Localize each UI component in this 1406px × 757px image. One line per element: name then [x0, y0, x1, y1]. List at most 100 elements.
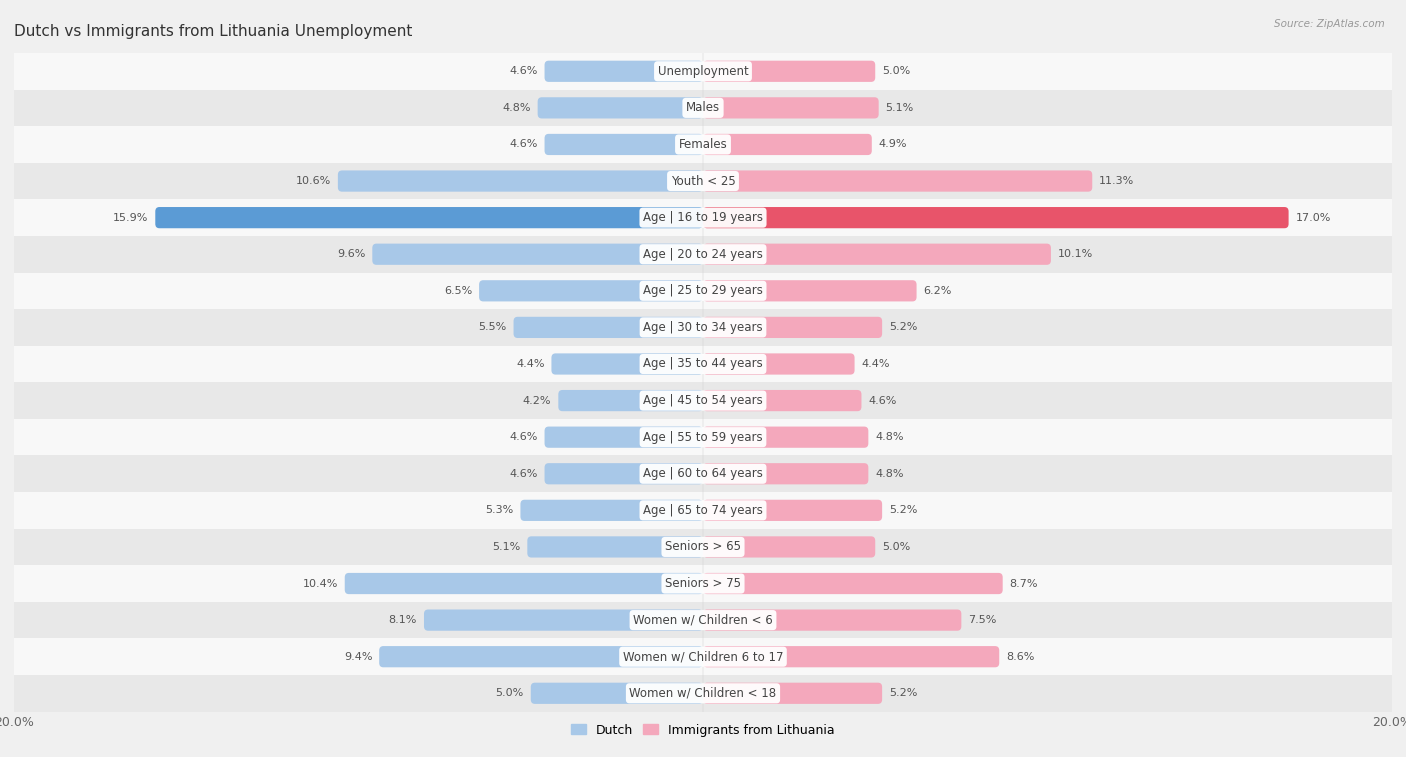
- Text: 8.6%: 8.6%: [1007, 652, 1035, 662]
- FancyBboxPatch shape: [337, 170, 703, 192]
- FancyBboxPatch shape: [155, 207, 703, 229]
- Text: 5.0%: 5.0%: [882, 542, 910, 552]
- FancyBboxPatch shape: [551, 354, 703, 375]
- FancyBboxPatch shape: [558, 390, 703, 411]
- FancyBboxPatch shape: [703, 316, 882, 338]
- Text: 4.8%: 4.8%: [875, 469, 904, 478]
- FancyBboxPatch shape: [703, 536, 875, 558]
- Text: 6.5%: 6.5%: [444, 286, 472, 296]
- FancyBboxPatch shape: [544, 134, 703, 155]
- Text: 11.3%: 11.3%: [1099, 176, 1135, 186]
- Text: 9.6%: 9.6%: [337, 249, 366, 259]
- Text: 4.8%: 4.8%: [502, 103, 531, 113]
- Bar: [14, 675, 1392, 712]
- FancyBboxPatch shape: [703, 609, 962, 631]
- Text: Youth < 25: Youth < 25: [671, 175, 735, 188]
- FancyBboxPatch shape: [373, 244, 703, 265]
- FancyBboxPatch shape: [380, 646, 703, 668]
- Text: Unemployment: Unemployment: [658, 65, 748, 78]
- Text: 5.1%: 5.1%: [492, 542, 520, 552]
- Text: 4.4%: 4.4%: [862, 359, 890, 369]
- Bar: [14, 528, 1392, 565]
- Bar: [14, 419, 1392, 456]
- FancyBboxPatch shape: [537, 97, 703, 119]
- Text: Age | 65 to 74 years: Age | 65 to 74 years: [643, 504, 763, 517]
- Bar: [14, 309, 1392, 346]
- Bar: [14, 199, 1392, 236]
- Bar: [14, 565, 1392, 602]
- Bar: [14, 382, 1392, 419]
- Text: Women w/ Children < 6: Women w/ Children < 6: [633, 614, 773, 627]
- Text: 4.4%: 4.4%: [516, 359, 544, 369]
- Text: 5.2%: 5.2%: [889, 322, 917, 332]
- Legend: Dutch, Immigrants from Lithuania: Dutch, Immigrants from Lithuania: [567, 718, 839, 742]
- FancyBboxPatch shape: [703, 170, 1092, 192]
- Text: Seniors > 75: Seniors > 75: [665, 577, 741, 590]
- Text: 4.6%: 4.6%: [509, 432, 537, 442]
- Text: 5.0%: 5.0%: [882, 67, 910, 76]
- Text: 8.7%: 8.7%: [1010, 578, 1038, 588]
- Bar: [14, 346, 1392, 382]
- Text: 4.6%: 4.6%: [509, 67, 537, 76]
- FancyBboxPatch shape: [527, 536, 703, 558]
- FancyBboxPatch shape: [703, 280, 917, 301]
- FancyBboxPatch shape: [703, 97, 879, 119]
- Text: 9.4%: 9.4%: [344, 652, 373, 662]
- Bar: [14, 163, 1392, 199]
- FancyBboxPatch shape: [703, 426, 869, 448]
- Text: 10.6%: 10.6%: [295, 176, 330, 186]
- Text: 5.5%: 5.5%: [478, 322, 506, 332]
- Text: 17.0%: 17.0%: [1295, 213, 1331, 223]
- Text: Age | 35 to 44 years: Age | 35 to 44 years: [643, 357, 763, 370]
- FancyBboxPatch shape: [703, 683, 882, 704]
- FancyBboxPatch shape: [513, 316, 703, 338]
- Text: 4.9%: 4.9%: [879, 139, 907, 149]
- FancyBboxPatch shape: [703, 646, 1000, 668]
- FancyBboxPatch shape: [544, 61, 703, 82]
- Text: 4.6%: 4.6%: [509, 139, 537, 149]
- FancyBboxPatch shape: [425, 609, 703, 631]
- Bar: [14, 492, 1392, 528]
- FancyBboxPatch shape: [703, 134, 872, 155]
- FancyBboxPatch shape: [703, 61, 875, 82]
- Text: Females: Females: [679, 138, 727, 151]
- FancyBboxPatch shape: [703, 207, 1289, 229]
- Text: Age | 30 to 34 years: Age | 30 to 34 years: [643, 321, 763, 334]
- Bar: [14, 236, 1392, 273]
- Text: 5.3%: 5.3%: [485, 506, 513, 516]
- FancyBboxPatch shape: [544, 426, 703, 448]
- Bar: [14, 126, 1392, 163]
- FancyBboxPatch shape: [479, 280, 703, 301]
- FancyBboxPatch shape: [531, 683, 703, 704]
- Bar: [14, 456, 1392, 492]
- Text: Age | 25 to 29 years: Age | 25 to 29 years: [643, 285, 763, 298]
- Text: Age | 16 to 19 years: Age | 16 to 19 years: [643, 211, 763, 224]
- FancyBboxPatch shape: [703, 500, 882, 521]
- FancyBboxPatch shape: [703, 244, 1050, 265]
- Text: 4.8%: 4.8%: [875, 432, 904, 442]
- Text: Males: Males: [686, 101, 720, 114]
- Text: 4.6%: 4.6%: [509, 469, 537, 478]
- FancyBboxPatch shape: [703, 390, 862, 411]
- Bar: [14, 638, 1392, 675]
- FancyBboxPatch shape: [344, 573, 703, 594]
- Text: Age | 60 to 64 years: Age | 60 to 64 years: [643, 467, 763, 480]
- Text: Women w/ Children < 18: Women w/ Children < 18: [630, 687, 776, 699]
- FancyBboxPatch shape: [703, 354, 855, 375]
- Text: 10.4%: 10.4%: [302, 578, 337, 588]
- Text: 5.2%: 5.2%: [889, 506, 917, 516]
- Text: Age | 20 to 24 years: Age | 20 to 24 years: [643, 248, 763, 260]
- Text: 5.2%: 5.2%: [889, 688, 917, 698]
- Text: Seniors > 65: Seniors > 65: [665, 540, 741, 553]
- Text: Age | 55 to 59 years: Age | 55 to 59 years: [643, 431, 763, 444]
- Text: 10.1%: 10.1%: [1057, 249, 1092, 259]
- FancyBboxPatch shape: [703, 463, 869, 484]
- FancyBboxPatch shape: [544, 463, 703, 484]
- Text: 4.6%: 4.6%: [869, 396, 897, 406]
- Bar: [14, 89, 1392, 126]
- Bar: [14, 602, 1392, 638]
- Text: 5.1%: 5.1%: [886, 103, 914, 113]
- Text: 4.2%: 4.2%: [523, 396, 551, 406]
- Text: 8.1%: 8.1%: [388, 615, 418, 625]
- Text: 5.0%: 5.0%: [496, 688, 524, 698]
